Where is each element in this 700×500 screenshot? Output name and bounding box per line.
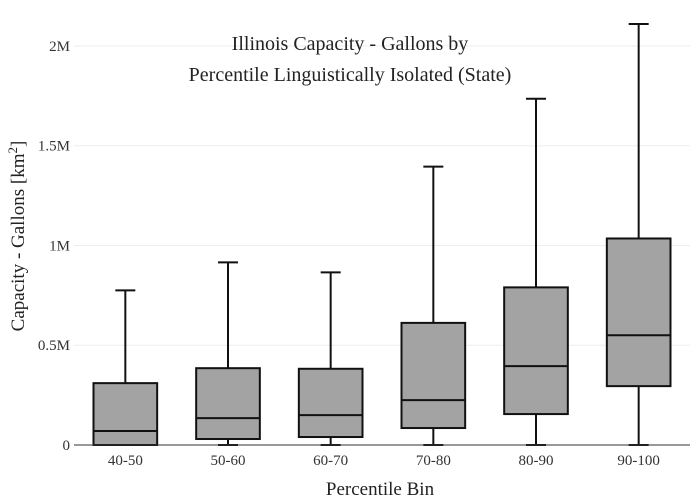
x-tick-label: 70-80 [416, 453, 451, 469]
y-axis-label-tail: ] [8, 141, 29, 147]
x-tick-label: 60-70 [313, 453, 348, 469]
y-axis-label: Capacity - Gallons [km2] [5, 141, 29, 332]
y-axis-label-superscript: 2 [5, 147, 20, 154]
y-tick-label: 0 [63, 438, 71, 454]
y-axis-label-main: Capacity - Gallons [km [8, 153, 29, 331]
box-60-70 [297, 271, 364, 446]
y-tick-label: 2M [49, 39, 70, 55]
y-tick-label: 1M [49, 238, 70, 254]
box-50-60 [195, 261, 261, 446]
y-tick-label: 1.5M [38, 139, 70, 155]
x-axis-label: Percentile Bin [326, 479, 435, 500]
box-layer [92, 22, 672, 447]
x-tick-label: 80-90 [519, 453, 554, 469]
chart-title-line-2: Percentile Linguistically Isolated (Stat… [189, 64, 512, 86]
axis-layer: 0 0.5M 1M 1.5M 2M 40-50 50-60 60-70 70-80 80-90 90… [38, 39, 690, 469]
x-tick-label: 40-50 [108, 453, 143, 469]
box-70-80 [400, 165, 467, 446]
box-80-90 [503, 97, 569, 446]
x-tick-label: 90-100 [617, 453, 660, 469]
box-iqr [503, 286, 569, 416]
box-iqr [297, 367, 364, 439]
y-tick-label: 0.5M [38, 338, 70, 354]
box-iqr [92, 382, 159, 447]
grid-layer [74, 45, 690, 346]
x-tick-label: 50-60 [211, 453, 246, 469]
chart-title-line-1: Illinois Capacity - Gallons by [232, 33, 469, 55]
box-90-100 [605, 22, 672, 446]
box-iqr [605, 237, 672, 388]
box-iqr [400, 321, 467, 430]
box-40-50 [92, 289, 159, 447]
box-iqr [195, 367, 261, 441]
